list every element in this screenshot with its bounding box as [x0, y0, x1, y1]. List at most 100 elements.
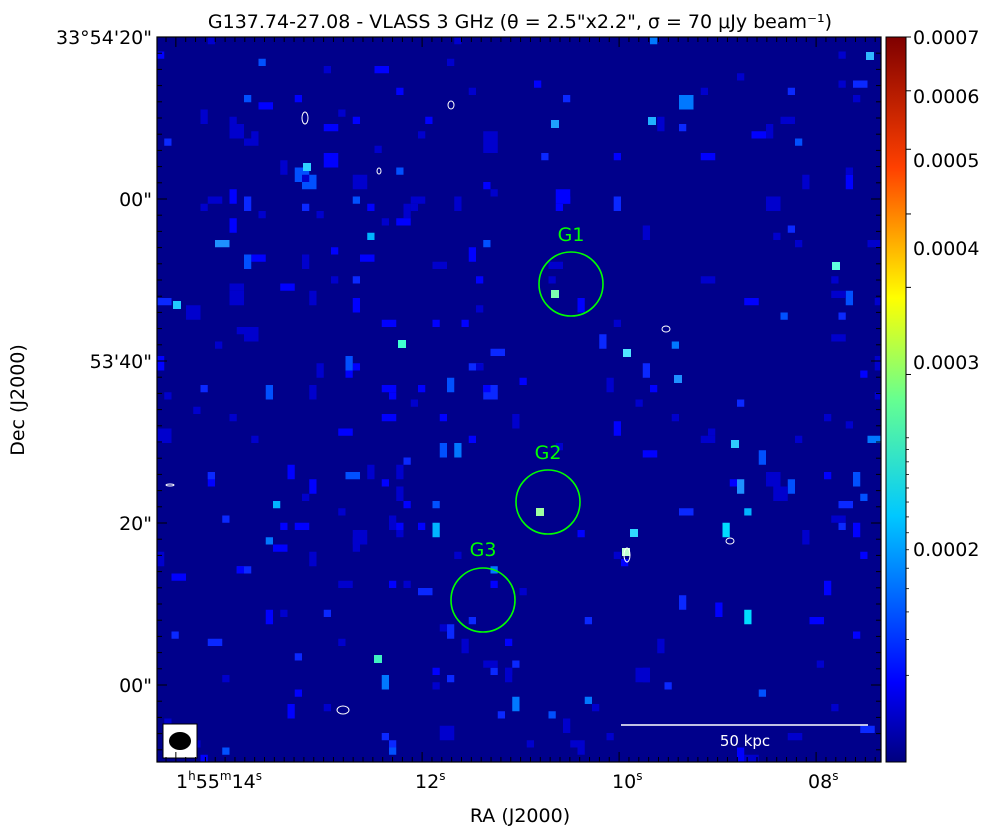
y-tick-label: 20" — [119, 513, 152, 535]
map-pixel — [577, 740, 585, 755]
map-pixel — [766, 124, 774, 139]
map-pixel — [258, 58, 266, 66]
map-pixels — [157, 37, 881, 762]
map-pixel — [679, 95, 694, 110]
map-pixel — [664, 682, 672, 690]
map-pixel — [447, 58, 455, 66]
map-pixel — [251, 254, 266, 262]
map-pixel — [222, 515, 230, 523]
colorbar-label: 0.0007 — [913, 27, 979, 49]
map-pixel — [352, 116, 360, 124]
map-pixel — [258, 102, 273, 110]
map-pixel — [700, 153, 716, 161]
map-pixel — [352, 174, 368, 190]
map-pixel — [613, 319, 621, 327]
map-hotspot — [173, 301, 181, 309]
map-pixel — [860, 370, 868, 378]
map-pixel — [700, 87, 708, 95]
map-hotspot — [866, 52, 874, 60]
map-pixel — [621, 559, 629, 567]
map-pixel — [845, 167, 853, 175]
map-pixel — [795, 240, 803, 248]
map-pixel — [396, 218, 411, 226]
map-pixel — [657, 638, 665, 654]
map-pixel — [215, 240, 230, 248]
map-pixel — [207, 37, 215, 45]
map-pixel — [642, 363, 650, 378]
map-pixel — [418, 385, 426, 393]
map-pixel — [200, 203, 208, 211]
map-pixel — [853, 631, 861, 639]
map-pixel — [461, 319, 469, 327]
map-pixel — [389, 580, 397, 588]
map-pixel — [389, 515, 397, 530]
map-pixel — [773, 232, 781, 240]
map-pixel — [454, 443, 462, 458]
map-pixel — [650, 385, 658, 393]
map-pixel — [577, 298, 585, 313]
map-pixel — [338, 638, 346, 646]
source-circle-g2 — [515, 469, 581, 535]
map-pixel — [744, 609, 752, 625]
map-pixel — [860, 725, 875, 733]
map-pixel — [824, 580, 832, 596]
map-pixel — [352, 298, 360, 313]
map-pixel — [737, 73, 745, 81]
map-pixel — [374, 145, 382, 153]
contour — [661, 325, 671, 333]
map-pixel — [171, 631, 179, 639]
colorbar-labels: 0.0007 0.0006 0.0005 0.0004 0.0003 0.000… — [913, 27, 979, 561]
colorbar-label: 0.0006 — [913, 86, 979, 108]
map-pixel — [432, 319, 440, 327]
map-pixel — [853, 95, 861, 103]
map-pixel — [744, 754, 759, 762]
map-pixel — [418, 522, 426, 530]
map-pixel — [294, 95, 302, 103]
map-pixel — [584, 617, 592, 625]
map-pixel — [874, 298, 881, 306]
map-pixel — [722, 522, 730, 538]
source-label-g2: G2 — [535, 442, 562, 464]
map-hotspot — [630, 529, 638, 537]
map-pixel — [403, 203, 411, 219]
map-pixel — [809, 617, 824, 625]
map-pixel — [294, 653, 302, 661]
map-pixel — [403, 457, 411, 465]
map-pixel — [657, 116, 665, 132]
map-pixel — [483, 385, 491, 393]
y-tick-labels: 33°54'20" 00" 53'40" 20" 00" — [56, 27, 152, 697]
source-label-g1: G1 — [558, 224, 585, 246]
map-pixel — [200, 754, 208, 762]
map-pixel — [874, 356, 881, 371]
map-pixel — [229, 189, 237, 204]
map-pixel — [236, 327, 252, 335]
map-hotspot — [623, 349, 631, 357]
map-pixel — [838, 51, 846, 59]
x-tick-label: 12s — [415, 769, 445, 793]
map-background — [157, 37, 881, 762]
map-pixel — [838, 80, 846, 88]
map-pixel — [316, 363, 324, 378]
map-pixel — [548, 276, 556, 284]
contour — [376, 167, 382, 175]
map-pixel — [838, 501, 853, 509]
map-pixel — [671, 341, 679, 349]
map-pixel — [802, 530, 810, 545]
axis-ticks — [157, 36, 881, 762]
map-pixel — [845, 421, 853, 429]
map-pixel — [323, 124, 339, 132]
map-pixel — [483, 182, 491, 190]
contour — [725, 537, 735, 545]
map-hotspot — [303, 163, 311, 171]
map-pixel — [505, 638, 513, 646]
map-pixel — [287, 464, 295, 480]
colorbar-label: 0.0003 — [913, 352, 979, 374]
map-pixel — [802, 174, 810, 190]
map-pixel — [454, 551, 462, 559]
map-pixel — [570, 740, 578, 748]
map-pixel — [744, 508, 752, 516]
map-pixel — [744, 298, 759, 306]
map-pixel — [302, 203, 310, 211]
map-pixel — [280, 522, 288, 530]
map-pixel — [490, 348, 505, 356]
